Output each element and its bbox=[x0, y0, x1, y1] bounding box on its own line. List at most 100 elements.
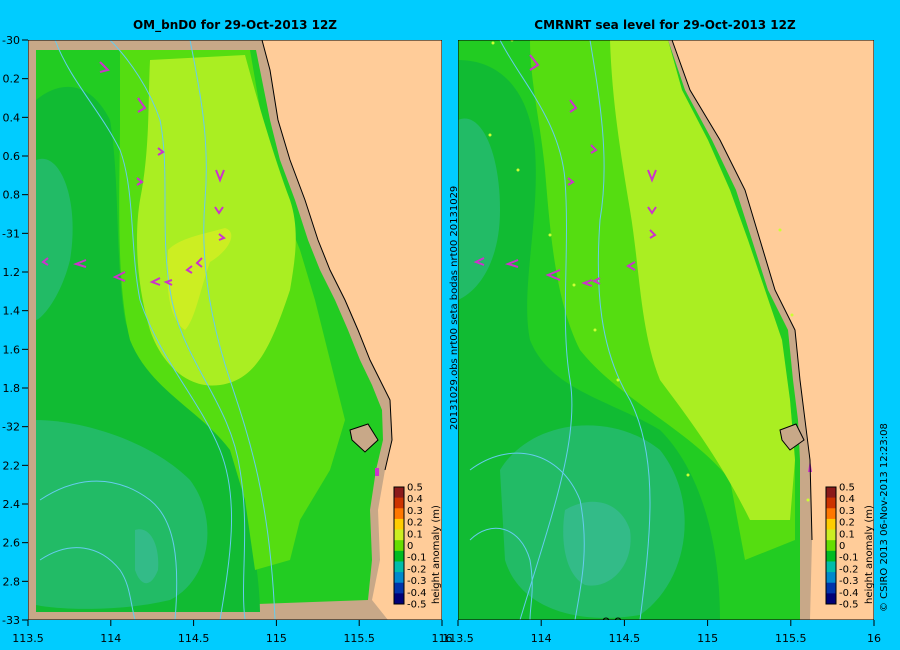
data-source-label: 20131029.obs nrt00 seta bodas nrt00 2013… bbox=[449, 186, 460, 430]
contour-lines bbox=[469, 40, 651, 620]
y-tick-label: 1.4 bbox=[3, 305, 21, 318]
colorbar-tick-label: 0.1 bbox=[407, 529, 423, 540]
right-panel-title: CMRNRT sea level for 29-Oct-2013 12Z bbox=[534, 18, 796, 32]
right-x-axis-ticks: 113.5 114 114.5 115 115.5 16 bbox=[442, 620, 881, 645]
colorbar-segment bbox=[826, 508, 836, 520]
colorbar-tick-label: -0.1 bbox=[407, 553, 427, 564]
colorbar-segment bbox=[394, 529, 404, 541]
colorbar-segment bbox=[394, 487, 404, 499]
y-tick-label: 1.6 bbox=[3, 343, 21, 356]
teal-region-south bbox=[36, 420, 208, 609]
vector-marker bbox=[375, 468, 379, 476]
colorbar-frame bbox=[825, 486, 837, 605]
colorbar-segment bbox=[826, 561, 836, 573]
observation-points bbox=[488, 40, 810, 502]
left-map-panel bbox=[28, 40, 442, 620]
colorbar-tick-label: -0.3 bbox=[839, 576, 859, 587]
copyright-label: © CSIRO 2013 06-Nov-2013 12:23:08 bbox=[879, 423, 890, 612]
teal-core bbox=[563, 501, 631, 586]
colorbar-tick-label: -0.3 bbox=[407, 576, 427, 587]
colorbar-segment bbox=[826, 582, 836, 594]
y-tick-label: 2.6 bbox=[3, 537, 21, 550]
colorbar-segment bbox=[826, 487, 836, 499]
colorbar-tick-label: 0.2 bbox=[407, 518, 423, 529]
teal-core bbox=[135, 529, 159, 584]
teal-region bbox=[36, 158, 73, 320]
x-tick-label: 115 bbox=[266, 632, 287, 645]
x-tick-label: 115.5 bbox=[775, 632, 807, 645]
colorbar-segment bbox=[394, 497, 404, 509]
obs-marker bbox=[614, 617, 622, 620]
colorbar-segment bbox=[826, 540, 836, 552]
coastline bbox=[671, 40, 813, 541]
y-tick-label: 0.6 bbox=[3, 150, 21, 163]
colorbar-segment bbox=[826, 550, 836, 562]
left-colorbar: 0.50.40.30.20.10-0.1-0.2-0.3-0.4-0.5 heig… bbox=[393, 483, 442, 611]
colorbar-tick-label: -0.2 bbox=[407, 564, 427, 575]
colorbar-tick-label: 0.5 bbox=[407, 483, 423, 494]
colorbar-tick-label: -0.5 bbox=[839, 600, 859, 611]
y-tick-label: 1.8 bbox=[3, 382, 21, 395]
colorbar-segment bbox=[826, 497, 836, 509]
vector-arrows bbox=[473, 54, 657, 287]
contour-lines bbox=[39, 40, 276, 620]
colorbar-label: height anomaly (m) bbox=[431, 505, 442, 604]
y-tick-label: -31 bbox=[2, 227, 20, 240]
colorbar-label: height anomaly (m) bbox=[864, 505, 875, 604]
colorbar-tick-label: 0.5 bbox=[839, 483, 855, 494]
colorbar-tick-label: 0.3 bbox=[407, 506, 423, 517]
x-tick-label: 113.5 bbox=[442, 632, 474, 645]
y-tick-label: 1.2 bbox=[3, 266, 21, 279]
colorbar-segment bbox=[394, 572, 404, 584]
colorbar-tick-label: -0.4 bbox=[839, 588, 859, 599]
colorbar-segment bbox=[394, 593, 404, 605]
colorbar-segment bbox=[394, 518, 404, 531]
high-anomaly-region bbox=[610, 40, 795, 520]
colorbar-segment bbox=[394, 561, 404, 573]
y-tick-label: -33 bbox=[2, 614, 20, 627]
x-tick-label: 115.5 bbox=[343, 632, 375, 645]
y-tick-label: 2.2 bbox=[3, 459, 21, 472]
estuary bbox=[349, 423, 379, 453]
colorbar-tick-label: 0.4 bbox=[839, 494, 855, 505]
vector-arrows bbox=[41, 61, 226, 286]
colorbar-tick-label: 0 bbox=[839, 541, 845, 552]
colorbar-tick-label: -0.4 bbox=[407, 588, 427, 599]
colorbar-tick-label: 0 bbox=[407, 541, 413, 552]
x-tick-label: 16 bbox=[867, 632, 881, 645]
x-tick-label: 113.5 bbox=[12, 632, 44, 645]
colorbar-frame bbox=[393, 486, 405, 605]
colorbar-segment bbox=[826, 572, 836, 584]
coastline bbox=[261, 40, 393, 471]
estuary bbox=[779, 423, 805, 451]
colorbar-segment bbox=[394, 550, 404, 562]
x-tick-label: 114 bbox=[100, 632, 121, 645]
right-map-panel bbox=[458, 40, 874, 620]
colorbar-segment bbox=[394, 582, 404, 594]
colorbar-tick-label: -0.2 bbox=[839, 564, 859, 575]
y-tick-label: 0.2 bbox=[3, 73, 21, 86]
x-tick-label: 114.5 bbox=[178, 632, 210, 645]
y-tick-label: -32 bbox=[2, 421, 20, 434]
colorbar-tick-label: 0.4 bbox=[407, 494, 423, 505]
x-tick-label: 116 bbox=[432, 632, 453, 645]
left-x-axis-ticks: 113.5 114 114.5 115 115.5 116 bbox=[12, 620, 453, 645]
high-anomaly-core bbox=[167, 228, 232, 330]
x-tick-label: 114 bbox=[531, 632, 552, 645]
left-y-axis-ticks: -30 0.2 0.4 0.6 0.8 -31 1.2 1.4 1.6 1.8 -32 2.2 2.4 2… bbox=[2, 34, 28, 627]
y-tick-label: -30 bbox=[2, 34, 20, 47]
colorbar-segment bbox=[826, 593, 836, 605]
colorbar-tick-label: 0.1 bbox=[839, 529, 855, 540]
colorbar-segment bbox=[394, 540, 404, 552]
colorbar-tick-label: -0.1 bbox=[839, 553, 859, 564]
x-tick-label: 115 bbox=[697, 632, 718, 645]
colorbar-segment bbox=[394, 508, 404, 520]
colorbar-tick-label: -0.5 bbox=[407, 600, 427, 611]
teal-region bbox=[458, 118, 500, 300]
colorbar-segment bbox=[826, 518, 836, 531]
colorbar-segment bbox=[826, 529, 836, 541]
colorbar-tick-label: 0.2 bbox=[839, 518, 855, 529]
colorbar-tick-label: 0.3 bbox=[839, 506, 855, 517]
left-panel-title: OM_bnD0 for 29-Oct-2013 12Z bbox=[133, 18, 337, 33]
